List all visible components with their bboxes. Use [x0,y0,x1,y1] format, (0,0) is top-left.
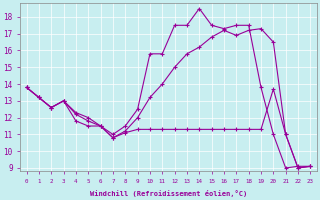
X-axis label: Windchill (Refroidissement éolien,°C): Windchill (Refroidissement éolien,°C) [90,190,247,197]
